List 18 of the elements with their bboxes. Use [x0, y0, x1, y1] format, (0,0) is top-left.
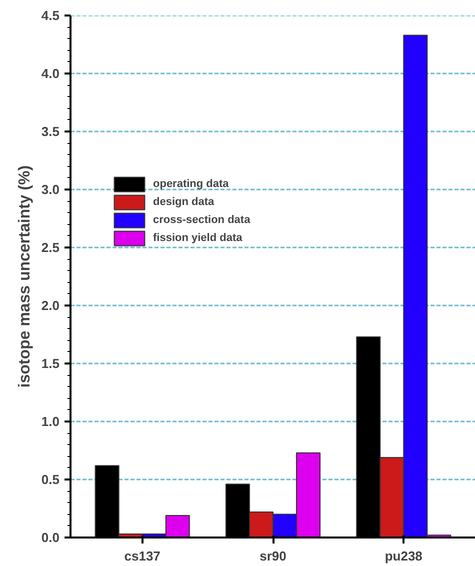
- y-tick-label: 2.0: [41, 298, 60, 313]
- y-tick-label: 2.5: [41, 240, 60, 255]
- y-axis-title: isotope mass uncertainty (%): [16, 165, 34, 388]
- x-tick-label: sr90: [260, 548, 286, 564]
- x-tick-label: cs137: [124, 548, 160, 564]
- y-tick-label: 4.0: [41, 66, 60, 81]
- legend-label: fission yield data: [153, 231, 242, 246]
- y-tick-label: 0.0: [41, 530, 60, 545]
- legend-label: design data: [153, 195, 214, 210]
- y-tick-label: 3.0: [41, 182, 60, 197]
- y-tick-label: 4.5: [41, 8, 60, 23]
- legend-label: cross-section data: [153, 213, 250, 228]
- y-tick-label: 1.0: [41, 414, 60, 429]
- legend-label: operating data: [153, 177, 229, 192]
- y-tick-label: 1.5: [41, 356, 60, 371]
- y-tick-label: 0.5: [41, 472, 60, 487]
- y-tick-label: 3.5: [41, 124, 60, 139]
- x-tick-label: pu238: [384, 548, 422, 564]
